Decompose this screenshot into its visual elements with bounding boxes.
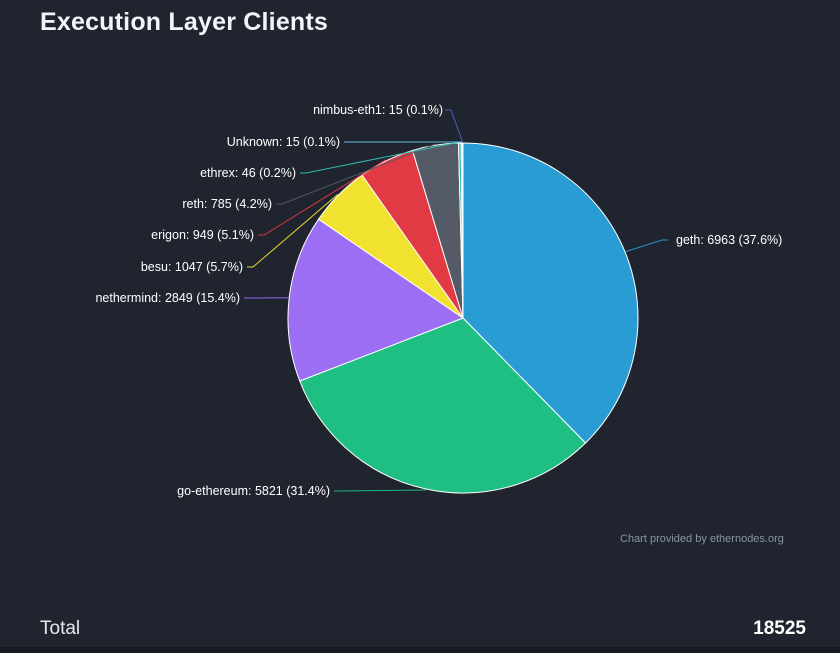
chart-credit-link[interactable]: Chart provided by ethernodes.org (620, 533, 784, 545)
pie-label-reth: reth: 785 (4.2%) (182, 197, 272, 211)
pie-label-unknown: Unknown: 15 (0.1%) (226, 135, 340, 149)
pie-label-go-ethereum: go-ethereum: 5821 (31.4%) (177, 484, 330, 498)
pie-label-besu: besu: 1047 (5.7%) (140, 260, 243, 274)
total-label: Total (40, 617, 81, 639)
pie-connector-besu (247, 194, 338, 268)
total-value: 18525 (753, 617, 806, 639)
pie-label-erigon: erigon: 949 (5.1%) (151, 228, 254, 242)
bottom-divider (0, 647, 840, 653)
pie-label-nethermind: nethermind: 2849 (15.4%) (95, 291, 240, 305)
pie-slice-nethermind[interactable] (287, 218, 465, 382)
pie-connector-geth (625, 239, 668, 252)
pie-label-geth: geth: 6963 (37.6%) (676, 233, 783, 247)
pie-slice-geth[interactable] (462, 142, 639, 444)
pie-slice-go-ethereum[interactable] (299, 317, 587, 494)
pie-connector-nimbus-eth1 (445, 109, 464, 143)
total-row: Total 18525 (0, 612, 840, 645)
pie-label-nimbus-eth1: nimbus-eth1: 15 (0.1%) (313, 103, 443, 117)
pie-slice-nimbus-eth1[interactable] (461, 142, 464, 319)
pie-connector-go-ethereum (334, 489, 426, 492)
pie-connector-ethrex (300, 141, 460, 174)
pie-connector-erigon (258, 159, 387, 236)
pie-connector-reth (276, 143, 436, 205)
pie-label-ethrex: ethrex: 46 (0.2%) (200, 166, 296, 180)
chart-title: Execution Layer Clients (40, 8, 329, 36)
